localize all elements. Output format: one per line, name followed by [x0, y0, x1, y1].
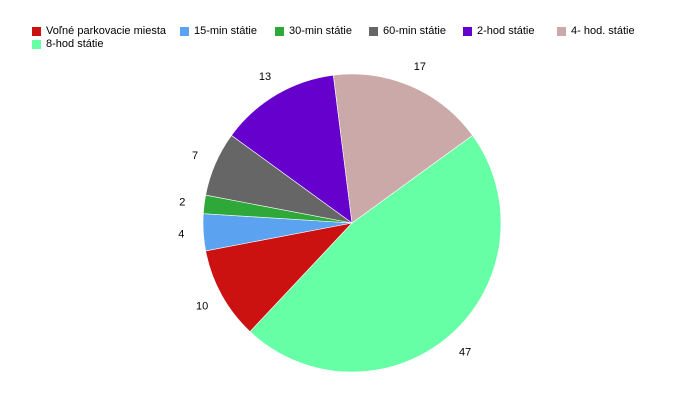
pie-slices — [202, 73, 502, 373]
pie-slice — [332, 73, 473, 224]
pie-data-labels: 47 10 4 2 7 13 17 — [178, 61, 471, 358]
legend-item-8-hod: 8-hod státie — [32, 38, 103, 50]
legend-item-15-min: 15-min státie — [180, 25, 257, 37]
legend-item-free-spaces: Voľné parkovacie miesta — [32, 25, 166, 37]
legend-item-30-min: 30-min státie — [275, 25, 352, 37]
pie-data-label: 2 — [179, 197, 185, 209]
legend-item-60-min: 60-min státie — [369, 25, 446, 37]
pie-slice — [249, 135, 502, 373]
legend-swatch — [32, 39, 41, 49]
pie-data-label: 47 — [459, 346, 471, 358]
legend-label: 8-hod státie — [46, 38, 104, 50]
legend-item-4-hod: 4- hod. státie — [557, 25, 635, 37]
legend-swatch — [275, 26, 284, 36]
legend-swatch — [463, 26, 472, 36]
pie-data-label: 13 — [259, 71, 271, 83]
legend-swatch — [557, 26, 566, 36]
legend-label: 30-min státie — [289, 25, 352, 37]
pie-data-label: 10 — [196, 300, 208, 312]
legend-swatch — [32, 26, 41, 36]
legend-label: Voľné parkovacie miesta — [46, 25, 166, 37]
legend-label: 60-min státie — [383, 25, 446, 37]
pie-data-label: 4 — [178, 229, 184, 241]
pie-data-label: 17 — [414, 61, 426, 73]
legend-label: 4- hod. státie — [571, 25, 635, 37]
legend-swatch — [369, 26, 378, 36]
legend-label: 2-hod státie — [477, 25, 535, 37]
legend-label: 15-min státie — [194, 25, 257, 37]
legend-swatch — [180, 26, 189, 36]
pie-slice — [231, 74, 353, 224]
legend-item-2-hod: 2-hod státie — [463, 25, 534, 37]
pie-slice — [205, 222, 353, 333]
pie-data-label: 7 — [192, 150, 198, 162]
